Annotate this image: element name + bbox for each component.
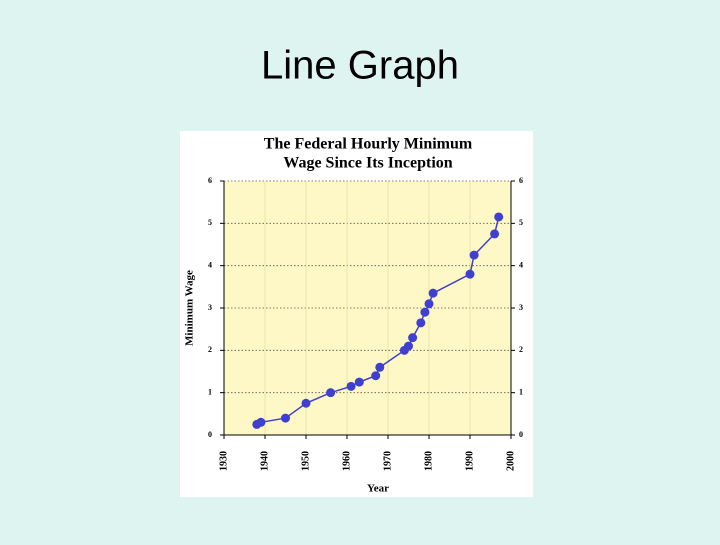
x-tick-label: 1940 [259, 451, 270, 471]
data-point [375, 362, 385, 372]
y2-tick-label: 1 [519, 387, 523, 396]
data-point [420, 307, 430, 317]
y-tick-label: 1 [208, 387, 212, 396]
y-axis-label: Minimum Wage [184, 270, 196, 346]
y-tick-label: 4 [208, 260, 212, 269]
y2-tick-label: 3 [519, 303, 523, 312]
y2-tick-label: 6 [519, 176, 523, 185]
y2-tick-label: 0 [519, 430, 523, 439]
data-point [424, 299, 434, 309]
slide-title: Line Graph [261, 44, 459, 88]
x-axis-label: Year [367, 483, 389, 495]
data-point [404, 341, 413, 351]
data-point [281, 413, 290, 423]
data-point [408, 333, 418, 343]
data-point [494, 212, 504, 222]
x-tick-label: 1970 [382, 451, 393, 471]
data-point [256, 417, 266, 427]
y-tick-label: 0 [208, 430, 212, 439]
x-tick-label: 2000 [505, 451, 516, 471]
y2-tick-label: 4 [519, 260, 523, 269]
chart-title: The Federal Hourly Minimum [264, 136, 473, 153]
y2-tick-label: 2 [519, 345, 523, 354]
data-point [354, 377, 364, 387]
y-tick-label: 6 [208, 176, 212, 185]
data-point [465, 269, 475, 279]
y-tick-label: 2 [208, 345, 212, 354]
data-point [326, 388, 336, 398]
x-tick-label: 1960 [341, 451, 352, 471]
data-point [346, 381, 356, 391]
data-point [469, 250, 479, 260]
data-point [428, 288, 438, 298]
y2-tick-label: 5 [519, 218, 523, 227]
data-point [416, 318, 426, 328]
data-point [301, 398, 311, 408]
x-tick-label: 1930 [218, 451, 229, 471]
x-tick-label: 1980 [423, 451, 434, 471]
x-tick-label: 1950 [300, 451, 311, 471]
data-point [490, 229, 500, 239]
chart-title: Wage Since Its Inception [283, 155, 452, 172]
y-tick-label: 3 [208, 303, 212, 312]
y-tick-label: 5 [208, 218, 212, 227]
data-point [371, 371, 381, 381]
x-tick-label: 1990 [464, 451, 475, 471]
